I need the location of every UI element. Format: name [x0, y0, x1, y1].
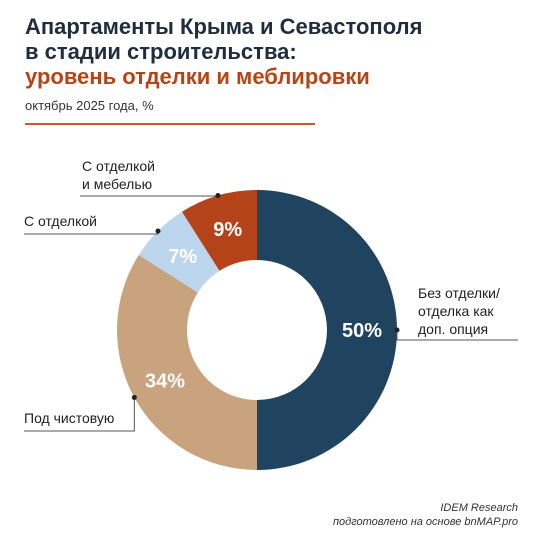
credit-note: подготовлено на основе bnMAP.pro [332, 516, 518, 528]
label-finish: С отделкой [24, 213, 97, 229]
title-divider [25, 123, 315, 125]
leader-prefinish-dot [131, 394, 137, 400]
leader-no-finish-dot [394, 327, 400, 333]
leader-furnished-dot [215, 193, 221, 199]
label-furnished-line-2: и мебелью [82, 176, 153, 192]
leader-prefinish [24, 397, 135, 432]
slice-finish-value-label: 7% [168, 246, 197, 268]
slices-group [117, 190, 397, 470]
slice-prefinish-value-label: 34% [145, 371, 185, 393]
label-furnished: С отделкой и мебелью [82, 157, 155, 193]
credit-source: IDEM Research [440, 502, 518, 514]
label-no-finish-line-2: отделка как [418, 303, 494, 319]
label-no-finish: Без отделки/ отделка как доп. опция [418, 284, 500, 338]
title-line-1: Апартаменты Крыма и Севастополя [25, 14, 423, 39]
title-line-3: уровень отделки и меблировки [25, 64, 370, 89]
chart-title: Апартаменты Крыма и Севастополя в стадии… [25, 14, 525, 89]
slice-prefinish [117, 254, 258, 470]
leader-finish [24, 231, 159, 235]
slice-furnished [181, 190, 257, 271]
label-no-finish-line-1: Без отделки/ [418, 285, 500, 301]
leader-no-finish [396, 330, 518, 341]
slice-no-finish-value-label: 50% [342, 320, 382, 342]
slice-no-finish [257, 190, 397, 470]
label-furnished-line-1: С отделкой [82, 158, 155, 174]
label-no-finish-line-3: доп. опция [418, 321, 489, 337]
title-line-2: в стадии строительства: [25, 39, 297, 64]
label-prefinish: Под чистовую [24, 410, 115, 426]
leader-lines-group [24, 193, 518, 432]
chart-subtitle: октябрь 2025 года, % [25, 98, 154, 113]
leader-finish-dot [155, 228, 161, 234]
slice-furnished-value-label: 9% [213, 219, 242, 241]
value-labels-group: 50% 34% 7% 9% [145, 219, 382, 392]
